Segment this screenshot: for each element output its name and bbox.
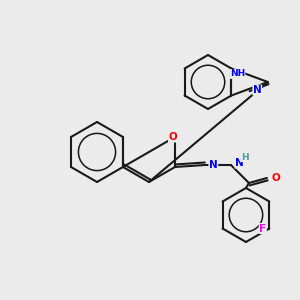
Text: F: F: [259, 224, 266, 233]
Text: NH: NH: [230, 70, 245, 79]
Text: N: N: [235, 158, 244, 168]
Text: O: O: [272, 173, 281, 183]
Text: N: N: [253, 85, 262, 95]
Text: N: N: [209, 160, 218, 170]
Text: O: O: [169, 132, 177, 142]
Text: H: H: [241, 152, 249, 161]
